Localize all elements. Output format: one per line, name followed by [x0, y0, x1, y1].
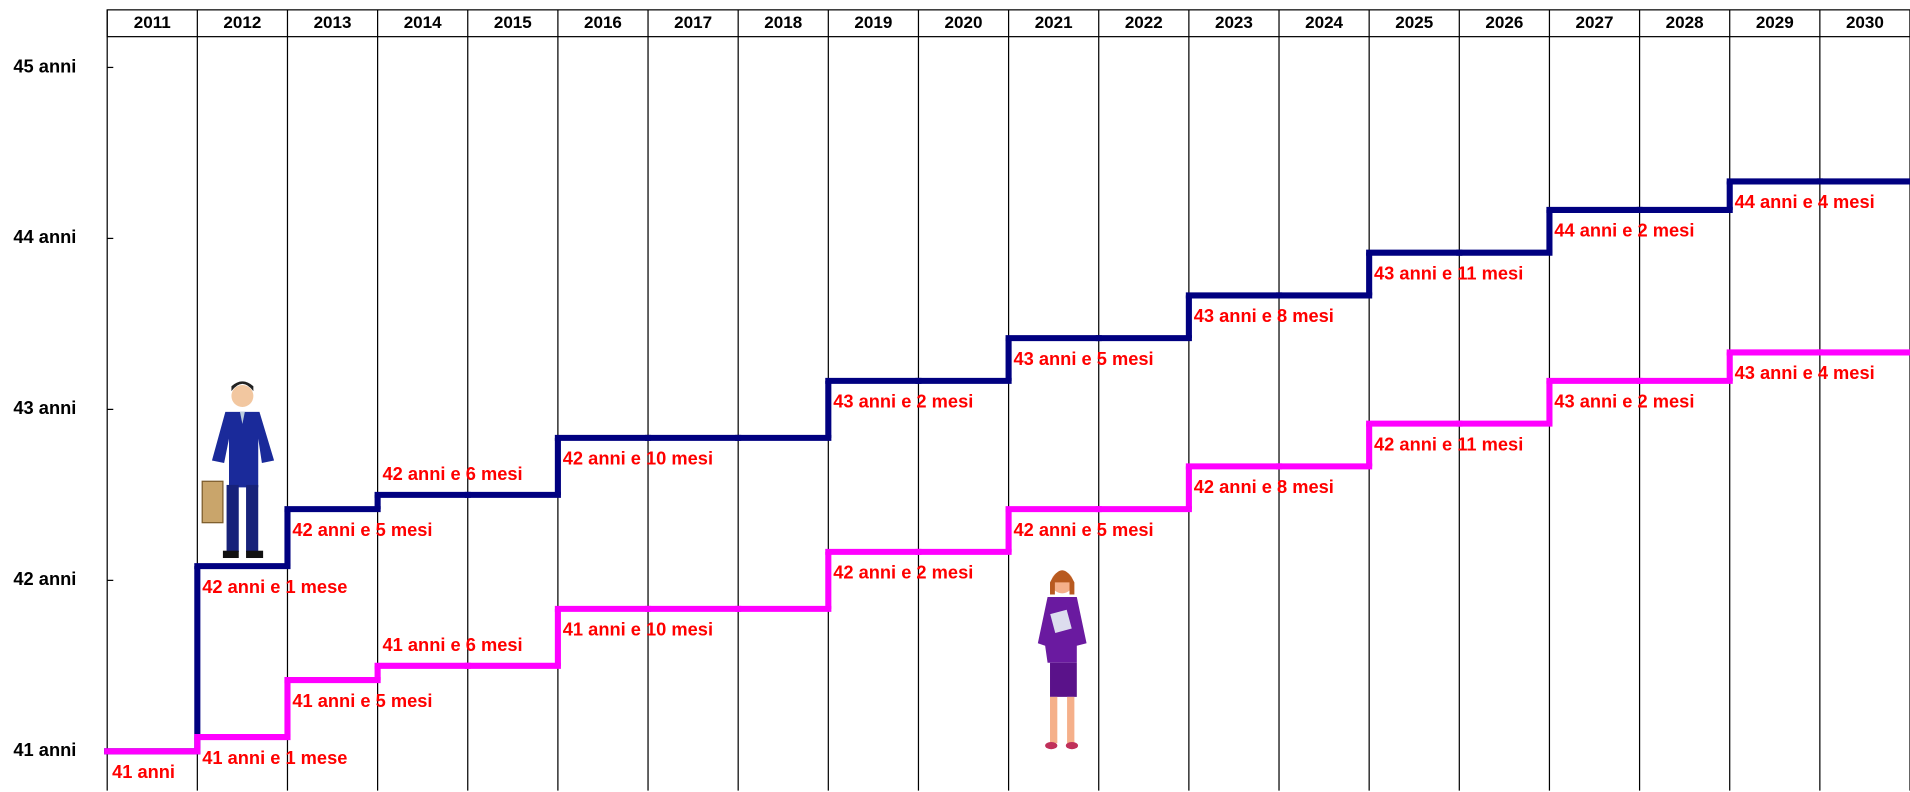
y-tick-label: 41 anni: [13, 739, 76, 760]
value-label: 44 anni e 2 mesi: [1554, 220, 1694, 241]
man-figure: [202, 381, 274, 558]
year-label: 2020: [945, 13, 983, 32]
year-label: 2012: [223, 13, 261, 32]
value-label: 42 anni e 8 mesi: [1194, 476, 1334, 497]
year-label: 2024: [1305, 13, 1343, 32]
y-tick-label: 42 anni: [13, 568, 76, 589]
value-label: 41 anni e 1 mese: [202, 747, 347, 768]
year-label: 2014: [404, 13, 442, 32]
value-label: 43 anni e 2 mesi: [833, 391, 973, 412]
year-label: 2021: [1035, 13, 1073, 32]
value-label: 41 anni e 5 mesi: [292, 690, 432, 711]
value-label: 42 anni e 5 mesi: [292, 519, 432, 540]
year-label: 2028: [1666, 13, 1704, 32]
value-label: 43 anni e 8 mesi: [1194, 305, 1334, 326]
value-label: 42 anni e 10 mesi: [563, 448, 713, 469]
year-label: 2017: [674, 13, 712, 32]
value-label: 43 anni e 5 mesi: [1013, 348, 1153, 369]
labels: 2011 2012 2013 2014 2015 2016 2017 2018 2019 2020…: [13, 13, 1883, 782]
year-label: 2011: [134, 13, 171, 32]
y-tick-label: 45 anni: [13, 55, 76, 76]
year-label: 2015: [494, 13, 532, 32]
value-label: 42 anni e 5 mesi: [1013, 519, 1153, 540]
year-label: 2027: [1576, 13, 1614, 32]
year-label: 2023: [1215, 13, 1253, 32]
value-label: 42 anni e 2 mesi: [833, 562, 973, 583]
chart: 2011 2012 2013 2014 2015 2016 2017 2018 2019 2020…: [0, 0, 1910, 792]
year-label: 2018: [764, 13, 802, 32]
year-label: 2030: [1846, 13, 1884, 32]
value-label: 42 anni e 6 mesi: [382, 463, 522, 484]
value-label: 41 anni e 6 mesi: [382, 634, 522, 655]
value-label: 43 anni e 4 mesi: [1735, 362, 1875, 383]
value-label: 41 anni e 10 mesi: [563, 619, 713, 640]
year-label: 2019: [854, 13, 892, 32]
value-label: 42 anni e 11 mesi: [1374, 433, 1523, 454]
page: {"chart_data": {"type": "step", "categor…: [0, 0, 1910, 792]
year-label: 2016: [584, 13, 622, 32]
year-label: 2025: [1395, 13, 1433, 32]
value-label: 44 anni e 4 mesi: [1735, 191, 1875, 212]
value-label: 42 anni e 1 mese: [202, 576, 347, 597]
year-label: 2029: [1756, 13, 1794, 32]
year-label: 2026: [1485, 13, 1523, 32]
value-label: 41 anni: [112, 761, 175, 782]
y-tick-label: 44 anni: [13, 226, 76, 247]
year-label: 2013: [314, 13, 352, 32]
year-label: 2022: [1125, 13, 1163, 32]
woman-figure: [1038, 570, 1087, 749]
value-label: 43 anni e 11 mesi: [1374, 262, 1523, 283]
value-label: 43 anni e 2 mesi: [1554, 391, 1694, 412]
y-tick-label: 43 anni: [13, 397, 76, 418]
